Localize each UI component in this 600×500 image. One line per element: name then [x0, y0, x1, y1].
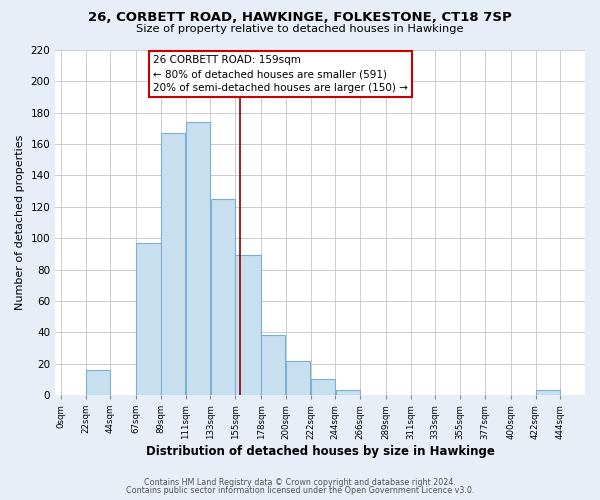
Y-axis label: Number of detached properties: Number of detached properties	[15, 135, 25, 310]
Text: Contains public sector information licensed under the Open Government Licence v3: Contains public sector information licen…	[126, 486, 474, 495]
Bar	[262, 336, 286, 395]
Text: 26, CORBETT ROAD, HAWKINGE, FOLKESTONE, CT18 7SP: 26, CORBETT ROAD, HAWKINGE, FOLKESTONE, …	[88, 11, 512, 24]
Text: Contains HM Land Registry data © Crown copyright and database right 2024.: Contains HM Land Registry data © Crown c…	[144, 478, 456, 487]
Bar	[335, 390, 360, 395]
Bar	[161, 133, 185, 395]
Text: 26 CORBETT ROAD: 159sqm
← 80% of detached houses are smaller (591)
20% of semi-d: 26 CORBETT ROAD: 159sqm ← 80% of detache…	[153, 55, 408, 93]
Bar	[136, 243, 161, 395]
Bar	[536, 390, 560, 395]
X-axis label: Distribution of detached houses by size in Hawkinge: Distribution of detached houses by size …	[146, 444, 494, 458]
Bar	[211, 199, 235, 395]
Bar	[86, 370, 110, 395]
Bar	[186, 122, 210, 395]
Text: Size of property relative to detached houses in Hawkinge: Size of property relative to detached ho…	[136, 24, 464, 34]
Bar	[311, 380, 335, 395]
Bar	[235, 256, 261, 395]
Bar	[286, 360, 310, 395]
